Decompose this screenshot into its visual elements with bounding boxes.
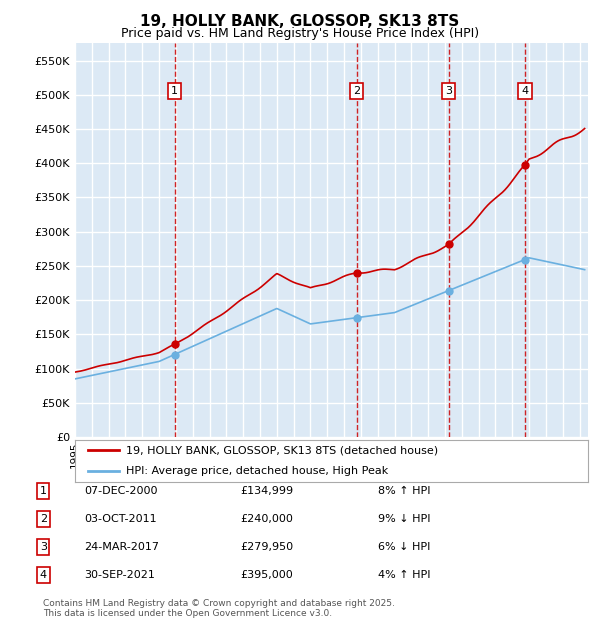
- Text: £279,950: £279,950: [240, 542, 293, 552]
- Text: 3: 3: [40, 542, 47, 552]
- Text: Price paid vs. HM Land Registry's House Price Index (HPI): Price paid vs. HM Land Registry's House …: [121, 27, 479, 40]
- Text: 6% ↓ HPI: 6% ↓ HPI: [378, 542, 430, 552]
- Text: £134,999: £134,999: [240, 486, 293, 496]
- Text: 1: 1: [171, 86, 178, 96]
- Text: 4% ↑ HPI: 4% ↑ HPI: [378, 570, 431, 580]
- Text: 3: 3: [445, 86, 452, 96]
- Text: 4: 4: [521, 86, 529, 96]
- Text: Contains HM Land Registry data © Crown copyright and database right 2025.
This d: Contains HM Land Registry data © Crown c…: [43, 599, 395, 618]
- Text: £240,000: £240,000: [240, 514, 293, 524]
- Text: £395,000: £395,000: [240, 570, 293, 580]
- Text: 2: 2: [40, 514, 47, 524]
- Text: 2: 2: [353, 86, 360, 96]
- Text: 8% ↑ HPI: 8% ↑ HPI: [378, 486, 431, 496]
- Text: 19, HOLLY BANK, GLOSSOP, SK13 8TS (detached house): 19, HOLLY BANK, GLOSSOP, SK13 8TS (detac…: [127, 445, 439, 455]
- Text: 9% ↓ HPI: 9% ↓ HPI: [378, 514, 431, 524]
- Text: 24-MAR-2017: 24-MAR-2017: [84, 542, 159, 552]
- Text: HPI: Average price, detached house, High Peak: HPI: Average price, detached house, High…: [127, 466, 389, 476]
- Text: 30-SEP-2021: 30-SEP-2021: [84, 570, 155, 580]
- Text: 4: 4: [40, 570, 47, 580]
- Text: 19, HOLLY BANK, GLOSSOP, SK13 8TS: 19, HOLLY BANK, GLOSSOP, SK13 8TS: [140, 14, 460, 29]
- Text: 03-OCT-2011: 03-OCT-2011: [84, 514, 157, 524]
- Text: 1: 1: [40, 486, 47, 496]
- Text: 07-DEC-2000: 07-DEC-2000: [84, 486, 157, 496]
